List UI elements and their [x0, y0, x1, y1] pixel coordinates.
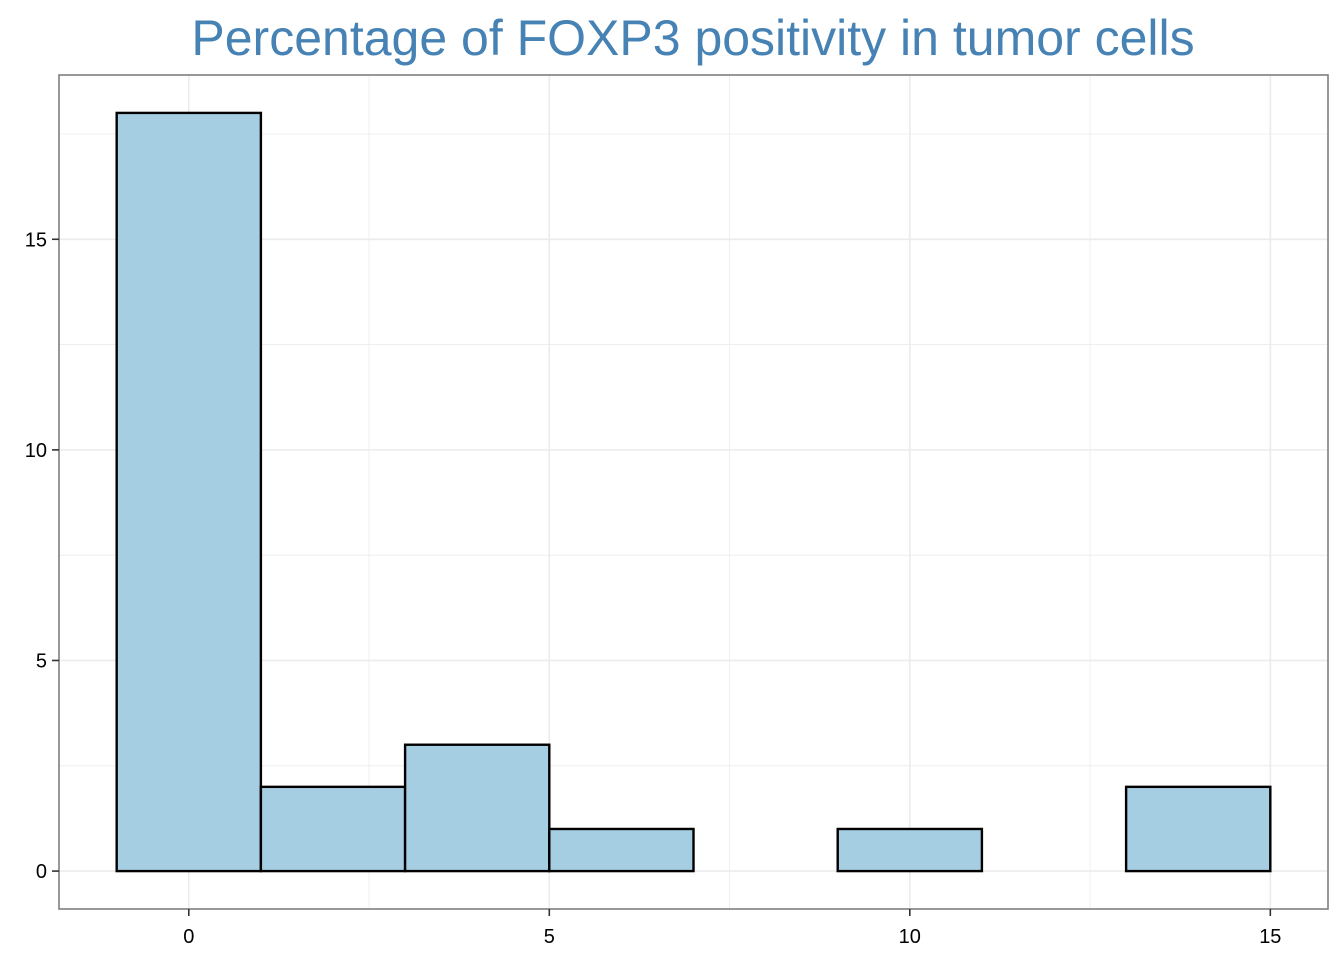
histogram-bar: [548, 827, 695, 873]
x-axis-tick-label: 10: [899, 926, 921, 948]
bars: [115, 111, 1272, 873]
x-axis-tick-label: 15: [1259, 926, 1281, 948]
y-axis-tick-label: 15: [25, 229, 47, 251]
y-axis-tick-label: 0: [36, 861, 47, 883]
histogram-bar: [403, 743, 551, 873]
histogram-bar: [836, 827, 984, 873]
x-axis-tick-label: 5: [544, 926, 555, 948]
y-axis-tick-label: 10: [25, 440, 47, 462]
axes: 0 5 10 15 0 5 10 15: [25, 229, 1282, 948]
histogram-bar: [1124, 785, 1272, 873]
x-axis-tick-label: 0: [183, 926, 194, 948]
histogram-bar: [259, 785, 407, 873]
panel-border: [58, 74, 1329, 910]
histogram-bar: [115, 111, 263, 873]
chart-title: Percentage of FOXP3 positivity in tumor …: [191, 10, 1195, 66]
y-axis-tick-label: 5: [36, 650, 47, 672]
